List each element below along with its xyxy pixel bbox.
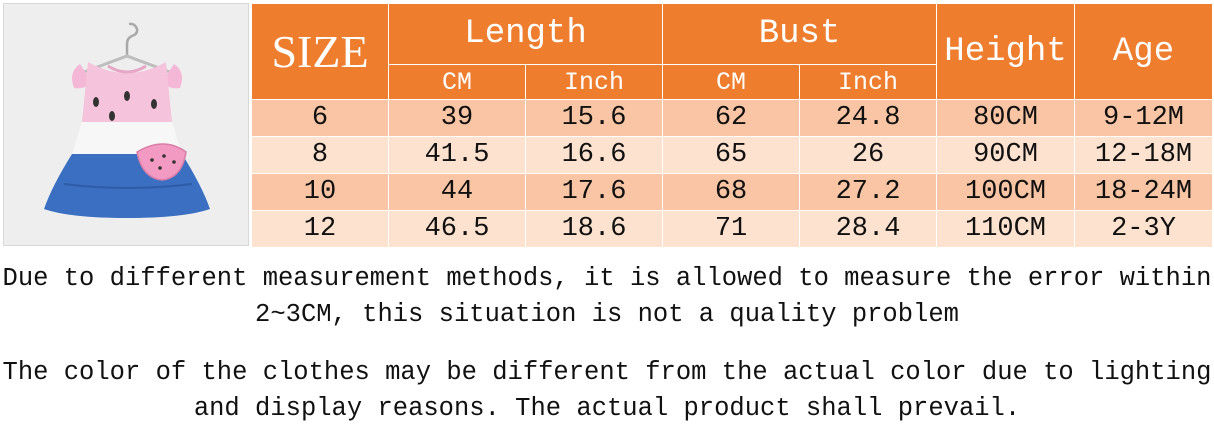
length-inch-cell: 17.6 — [524, 173, 664, 211]
length-inch-cell: 16.6 — [524, 136, 664, 174]
age-cell: 2-3Y — [1074, 210, 1214, 248]
measurement-note-line-2: 2~3CM, this situation is not a quality p… — [255, 300, 959, 329]
watermelon-dress-image — [4, 4, 248, 245]
color-note-line-1: The color of the clothes may be differen… — [2, 358, 1212, 387]
bust-inch-cell: 28.4 — [799, 210, 938, 248]
height-header: Height — [936, 3, 1076, 100]
age-cell: 18-24M — [1074, 173, 1214, 211]
table-row: 6 39 15.6 62 24.8 80CM 9-12M — [251, 99, 1214, 137]
height-cell: 90CM — [936, 136, 1076, 174]
bust-cm-cell: 71 — [662, 210, 801, 248]
age-header: Age — [1074, 3, 1214, 100]
bust-inch-header: Inch — [799, 64, 938, 100]
bust-inch-cell: 26 — [799, 136, 938, 174]
bust-cm-cell: 65 — [662, 136, 801, 174]
length-cm-cell: 46.5 — [388, 210, 526, 248]
length-inch-cell: 18.6 — [524, 210, 664, 248]
table-row: 10 44 17.6 68 27.2 100CM 18-24M — [251, 173, 1214, 211]
measurement-note: Due to different measurement methods, it… — [0, 261, 1214, 333]
length-inch-header: Inch — [524, 64, 664, 100]
length-cm-cell: 39 — [388, 99, 526, 137]
size-cell: 6 — [251, 99, 389, 137]
size-chart-table: SIZE Length Bust Height Age CM Inch CM I… — [251, 3, 1214, 248]
age-cell: 9-12M — [1074, 99, 1214, 137]
length-cm-header: CM — [388, 64, 526, 100]
table-row: 12 46.5 18.6 71 28.4 110CM 2-3Y — [251, 210, 1214, 248]
bust-header: Bust — [662, 3, 938, 65]
height-cell: 80CM — [936, 99, 1076, 137]
length-header: Length — [387, 3, 664, 65]
size-header: SIZE — [251, 3, 389, 100]
bust-cm-header: CM — [662, 64, 801, 100]
measurement-note-line-1: Due to different measurement methods, it… — [2, 264, 1212, 293]
height-cell: 100CM — [936, 173, 1076, 211]
bust-cm-cell: 68 — [662, 173, 801, 211]
product-photo — [3, 3, 249, 246]
size-cell: 12 — [251, 210, 389, 248]
color-note: The color of the clothes may be differen… — [0, 355, 1214, 427]
length-inch-cell: 15.6 — [524, 99, 664, 137]
length-cm-cell: 41.5 — [388, 136, 526, 174]
length-cm-cell: 44 — [388, 173, 526, 211]
color-note-line-2: and display reasons. The actual product … — [193, 394, 1021, 423]
table-row: 8 41.5 16.6 65 26 90CM 12-18M — [251, 136, 1214, 174]
height-cell: 110CM — [936, 210, 1076, 248]
age-cell: 12-18M — [1074, 136, 1214, 174]
bust-cm-cell: 62 — [662, 99, 801, 137]
size-cell: 8 — [251, 136, 389, 174]
bust-inch-cell: 24.8 — [799, 99, 938, 137]
size-cell: 10 — [251, 173, 389, 211]
bust-inch-cell: 27.2 — [799, 173, 938, 211]
